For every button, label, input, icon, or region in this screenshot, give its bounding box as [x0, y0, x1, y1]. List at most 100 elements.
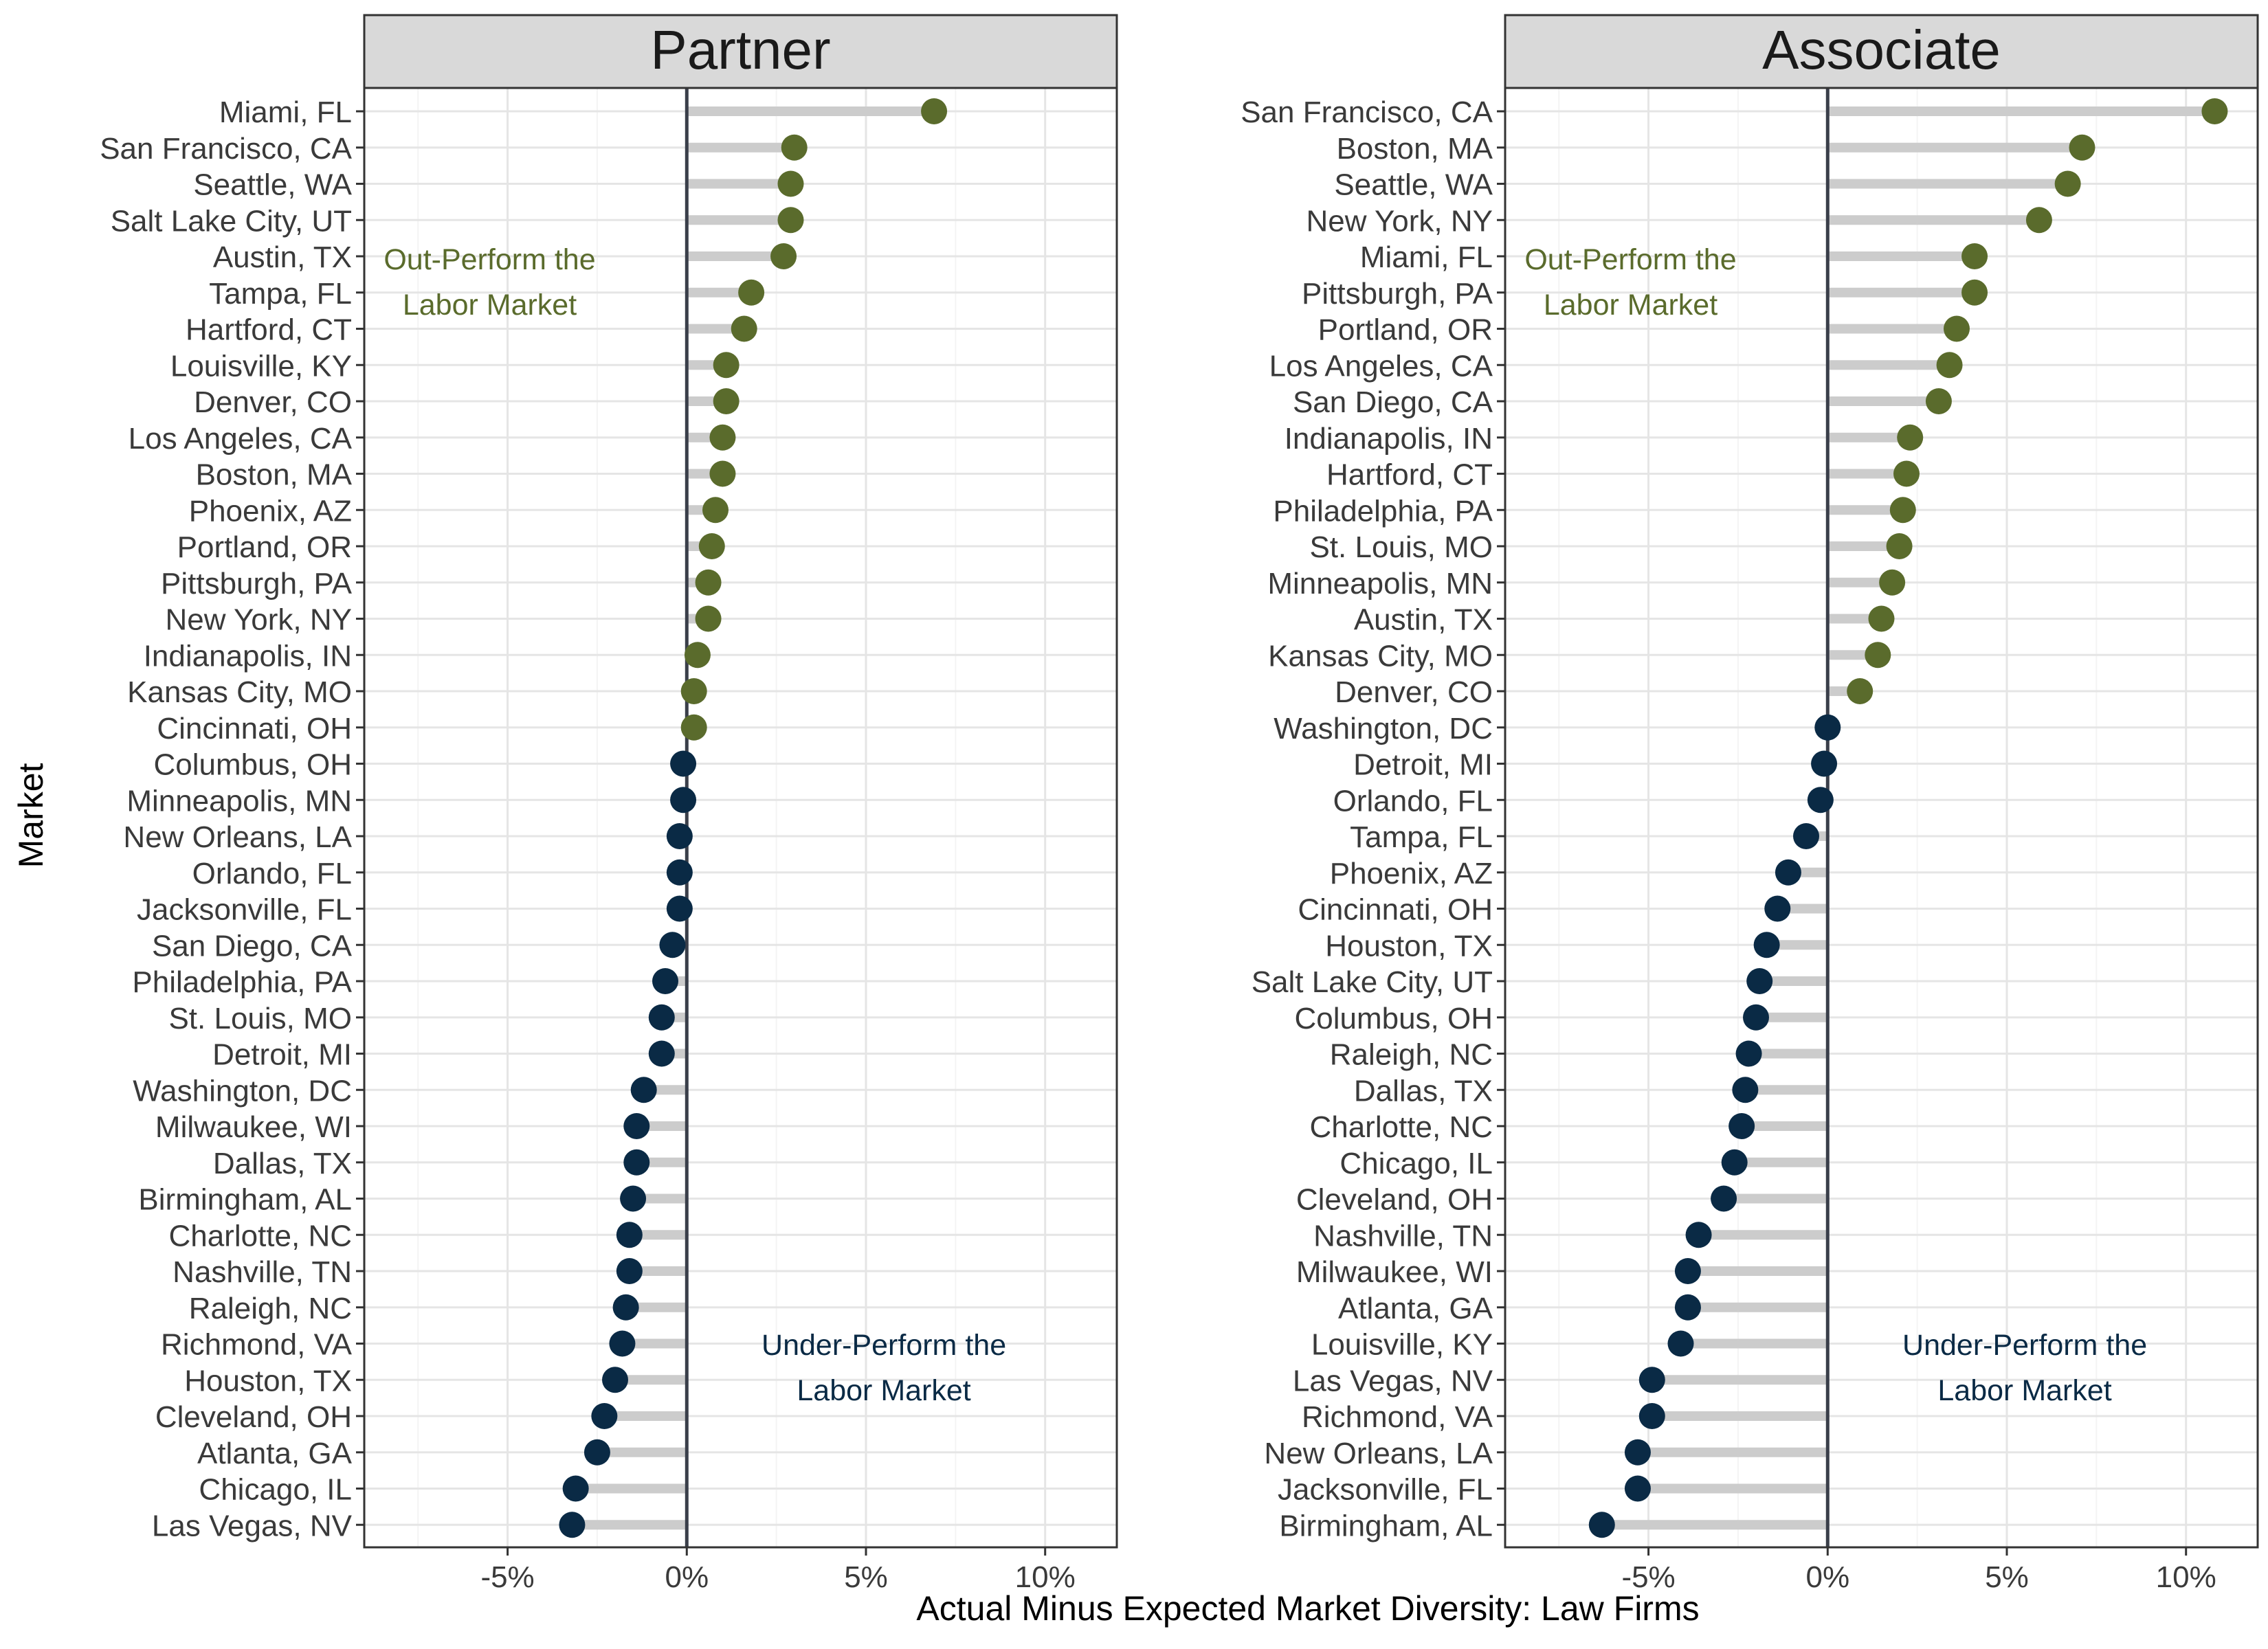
y-tick-label: Charlotte, NC	[168, 1219, 352, 1253]
y-tick-label: Seattle, WA	[1334, 168, 1493, 202]
y-tick-label: Orlando, FL	[1333, 784, 1493, 818]
y-tick-label: New York, NY	[1307, 204, 1493, 238]
lollipop-point	[1685, 1222, 1712, 1248]
lollipop-point	[709, 424, 736, 451]
lollipop-point	[1793, 823, 1819, 849]
y-tick-label: St. Louis, MO	[168, 1002, 352, 1035]
lollipop-point	[623, 1113, 650, 1139]
lollipop-point	[1847, 678, 1874, 704]
y-tick-label: Chicago, IL	[199, 1473, 352, 1507]
lollipop-point	[1638, 1367, 1665, 1393]
annotation-line: Out-Perform the	[383, 243, 595, 276]
lollipop-point	[616, 1222, 643, 1248]
y-tick-label: Detroit, MI	[1353, 748, 1493, 782]
lollipop-point	[713, 352, 740, 379]
y-tick-label: Cleveland, OH	[1296, 1183, 1493, 1217]
lollipop-point	[666, 823, 693, 849]
y-tick-label: Jacksonville, FL	[1278, 1473, 1493, 1507]
lollipop-point	[921, 98, 948, 124]
lollipop-point	[1961, 243, 1988, 269]
annotation-line: Out-Perform the	[1524, 243, 1736, 276]
lollipop-point	[1961, 279, 1988, 306]
x-tick-label: 10%	[2156, 1560, 2216, 1594]
y-tick-label: San Diego, CA	[152, 929, 353, 963]
y-tick-label: Las Vegas, NV	[1293, 1364, 1493, 1398]
y-tick-label: Tampa, FL	[1350, 820, 1493, 854]
facet-panels: Out-Perform the Labor MarketUnder-Perform…	[100, 14, 2259, 1594]
lollipop-point	[1746, 968, 1773, 994]
y-tick-label: Minneapolis, MN	[1267, 567, 1493, 601]
facet-associate: Out-Perform the Labor MarketUnder-Perform…	[1241, 14, 2259, 1594]
y-tick-label: Washington, DC	[133, 1074, 352, 1108]
y-tick-label: Columbus, OH	[1294, 1002, 1493, 1035]
lollipop-point	[562, 1475, 589, 1502]
lollipop-point	[702, 497, 729, 524]
lollipop-point	[620, 1185, 647, 1212]
y-tick-label: Dallas, TX	[1354, 1074, 1493, 1108]
y-tick-label: Boston, MA	[1337, 132, 1493, 166]
annotation-line: Labor Market	[403, 289, 577, 322]
y-tick-label: Louisville, KY	[170, 349, 352, 383]
lollipop-point	[680, 678, 707, 704]
y-tick-label: Richmond, VA	[1302, 1400, 1493, 1434]
lollipop-point	[670, 787, 697, 814]
lollipop-point	[666, 895, 693, 922]
y-tick-label: Austin, TX	[213, 240, 352, 274]
y-tick-label: Detroit, MI	[212, 1038, 352, 1072]
lollipop-point	[1944, 315, 1970, 342]
annotation-line: Under-Perform the	[1902, 1329, 2147, 1362]
lollipop-point	[591, 1403, 618, 1429]
lollipop-point	[1936, 352, 1963, 379]
y-tick-label: Indianapolis, IN	[144, 639, 352, 673]
lollipop-point	[709, 460, 736, 487]
lollipop-point	[652, 968, 678, 994]
y-tick-label: St. Louis, MO	[1309, 530, 1493, 564]
annotation-line: Labor Market	[1937, 1374, 2111, 1407]
y-tick-label: Tampa, FL	[209, 277, 352, 311]
lollipop-point	[684, 642, 711, 669]
y-tick-label: New Orleans, LA	[123, 820, 352, 854]
lollipop-point	[770, 243, 797, 269]
lollipop-point	[2025, 207, 2052, 234]
x-tick-label: 5%	[844, 1560, 888, 1594]
y-axis-label: Market	[12, 763, 50, 868]
lollipop-point	[695, 605, 722, 632]
lollipop-point	[731, 315, 757, 342]
lollipop-point	[1764, 895, 1791, 922]
lollipop-point	[609, 1330, 636, 1357]
lollipop-point	[1711, 1185, 1737, 1212]
lollipop-point	[1721, 1149, 1748, 1176]
y-tick-label: Las Vegas, NV	[152, 1509, 353, 1543]
y-tick-label: Phoenix, AZ	[1330, 857, 1493, 890]
lollipop-point	[583, 1439, 610, 1466]
lollipop-point	[670, 750, 697, 777]
lollipop-point	[1893, 460, 1920, 487]
lollipop-point	[1879, 569, 1906, 596]
y-tick-label: Cincinnati, OH	[157, 712, 352, 745]
y-tick-label: Milwaukee, WI	[155, 1110, 352, 1144]
lollipop-point	[1588, 1512, 1615, 1538]
x-tick-label: 0%	[1805, 1560, 1849, 1594]
lollipop-point	[623, 1149, 650, 1176]
annotation-above: Out-Perform the Labor Market	[1524, 243, 1736, 322]
y-tick-label: San Diego, CA	[1293, 385, 1493, 419]
y-tick-label: New York, NY	[166, 603, 352, 637]
lollipop-point	[1865, 642, 1891, 669]
y-tick-label: New Orleans, LA	[1264, 1437, 1493, 1470]
y-tick-label: Raleigh, NC	[189, 1292, 352, 1325]
facet-strip	[363, 14, 1118, 89]
y-tick-label: San Francisco, CA	[100, 132, 352, 166]
y-tick-label: Salt Lake City, UT	[1252, 965, 1493, 999]
annotation-line: Labor Market	[1544, 289, 1717, 322]
annotation-below: Under-Perform the Labor Market	[1902, 1329, 2147, 1407]
lollipop-point	[680, 714, 707, 741]
y-tick-label: Indianapolis, IN	[1285, 422, 1493, 456]
y-tick-label: Philadelphia, PA	[1273, 494, 1493, 528]
y-tick-label: Nashville, TN	[173, 1255, 352, 1289]
lollipop-point	[781, 134, 808, 161]
lollipop-point	[1753, 932, 1780, 958]
y-tick-label: Jacksonville, FL	[137, 893, 352, 927]
facet-title: Partner	[650, 19, 830, 80]
lollipop-point	[1624, 1475, 1651, 1502]
